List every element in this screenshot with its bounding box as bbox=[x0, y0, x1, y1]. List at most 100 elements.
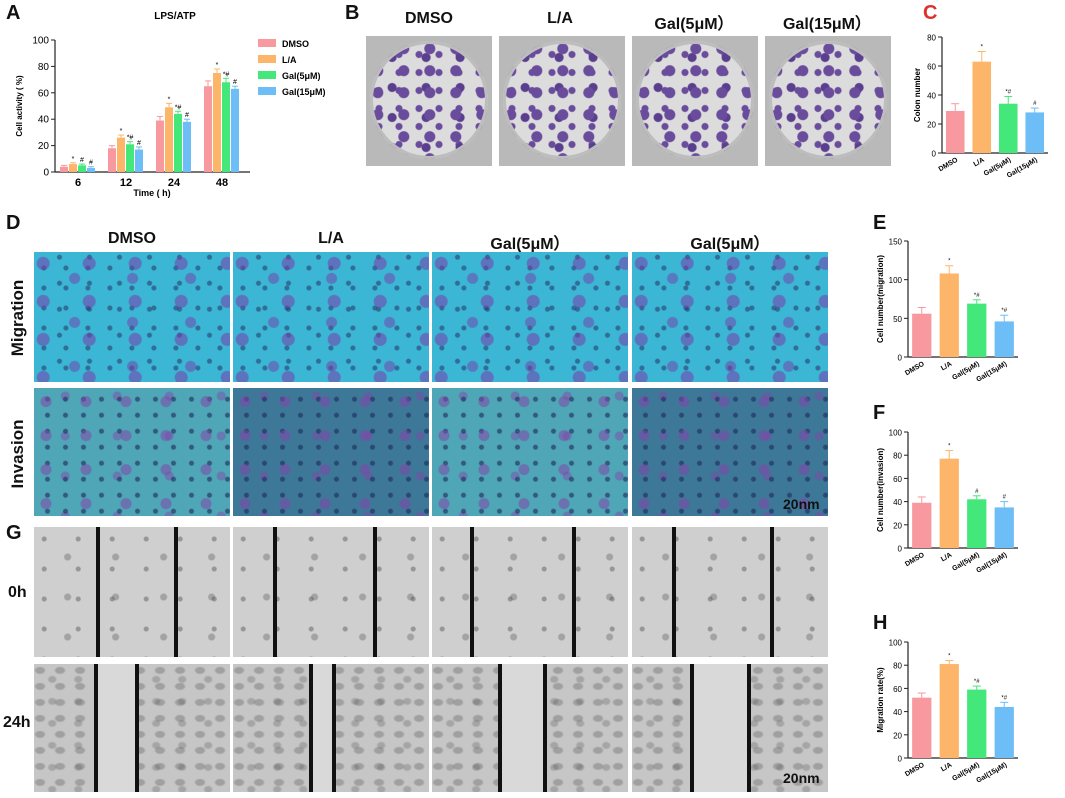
bar bbox=[994, 507, 1014, 548]
x-tick-label: 24 bbox=[168, 177, 181, 189]
x-tick-label: DMSO bbox=[938, 156, 960, 173]
colony-image-gal15 bbox=[765, 36, 891, 166]
y-tick-label: 80 bbox=[893, 452, 902, 461]
x-tick-label: Gal(15μM) bbox=[975, 552, 1008, 575]
legend-swatch bbox=[258, 39, 276, 47]
y-tick-label: 60 bbox=[38, 88, 50, 99]
significance-mark: * bbox=[948, 444, 951, 450]
bar bbox=[60, 166, 68, 172]
x-tick-label: L/A bbox=[972, 157, 985, 169]
y-axis-label: Migration rate(%) bbox=[876, 667, 885, 733]
scratch-line bbox=[273, 527, 277, 657]
legend-label: DMSO bbox=[282, 39, 309, 49]
chart-e: 0 50 100 150 Cell number(migration) DMSO * L/A *… bbox=[876, 238, 1018, 384]
y-tick-label: 80 bbox=[893, 662, 902, 671]
y-tick-label: 60 bbox=[927, 63, 936, 72]
y-tick-label: 150 bbox=[889, 238, 903, 247]
wound-0h-image-la bbox=[233, 527, 429, 657]
wound-gap bbox=[311, 664, 333, 792]
x-tick-label: DMSO bbox=[904, 761, 926, 778]
migration-image-la bbox=[233, 252, 429, 382]
bar bbox=[213, 73, 221, 172]
colony-dish bbox=[636, 41, 754, 159]
significance-mark: * bbox=[72, 156, 75, 163]
panel-letter-a: A bbox=[6, 2, 21, 24]
y-tick-label: 80 bbox=[38, 62, 50, 73]
y-axis-label: Cell number(invasion) bbox=[876, 448, 885, 532]
scratch-line bbox=[373, 527, 377, 657]
scratch-line bbox=[572, 527, 576, 657]
bar bbox=[939, 458, 959, 548]
wound-0h-image-gal5 bbox=[432, 527, 628, 657]
colony-dish bbox=[503, 41, 621, 159]
y-tick-label: 20 bbox=[893, 521, 902, 530]
migration-image-gal5 bbox=[432, 252, 628, 382]
scratch-line bbox=[672, 527, 676, 657]
bar bbox=[945, 110, 965, 153]
bar bbox=[69, 164, 77, 172]
chart-f: 0 20 40 60 80 100 Cell number(invasion) DMSO * L/… bbox=[876, 429, 1018, 575]
panel-letter-h: H bbox=[873, 612, 888, 634]
panel-letter-d: D bbox=[6, 212, 21, 234]
bar bbox=[939, 273, 959, 357]
panel-letter-b: B bbox=[345, 2, 360, 24]
bar bbox=[204, 86, 212, 172]
transwell-column-gal5: Gal(5μM） bbox=[490, 236, 570, 253]
significance-mark: *# bbox=[974, 293, 980, 299]
bar bbox=[912, 502, 932, 548]
scale-bar-label-g: 20nm bbox=[783, 770, 820, 786]
wound-gap bbox=[692, 664, 748, 792]
bar bbox=[994, 321, 1014, 357]
y-tick-label: 100 bbox=[889, 639, 903, 648]
colony-column-la: L/A bbox=[547, 10, 573, 27]
scratch-line bbox=[332, 664, 336, 792]
y-tick-label: 50 bbox=[893, 315, 902, 324]
scratch-line bbox=[690, 664, 694, 792]
significance-mark: # bbox=[1033, 101, 1037, 107]
significance-mark: * bbox=[981, 45, 984, 51]
bar bbox=[165, 107, 173, 172]
significance-mark: # bbox=[233, 79, 237, 86]
legend-label: Gal(15μM) bbox=[282, 87, 326, 97]
significance-mark: * bbox=[948, 654, 951, 660]
colony-dish bbox=[370, 41, 488, 159]
panel-letter-f: F bbox=[873, 402, 886, 424]
significance-mark: # bbox=[975, 489, 979, 495]
significance-mark: *# bbox=[1001, 308, 1007, 314]
scratch-line bbox=[770, 527, 774, 657]
significance-mark: *# bbox=[1001, 695, 1007, 701]
colony-image-dmso bbox=[366, 36, 492, 166]
x-tick-label: DMSO bbox=[904, 551, 926, 568]
transwell-column-la: L/A bbox=[318, 230, 344, 247]
x-tick-label: 48 bbox=[216, 177, 228, 189]
significance-mark: # bbox=[89, 160, 93, 167]
migration-image-dmso bbox=[34, 252, 230, 382]
scale-bar-label-d: 20nm bbox=[783, 496, 820, 512]
bar bbox=[126, 144, 134, 172]
wound-24h-image-gal5 bbox=[432, 664, 628, 792]
y-axis-label: Colon number bbox=[913, 68, 922, 122]
bar bbox=[117, 137, 125, 172]
scratch-line bbox=[135, 664, 139, 792]
y-tick-label: 0 bbox=[932, 150, 937, 159]
x-tick-label: L/A bbox=[940, 762, 953, 774]
invasion-image-gal5 bbox=[432, 388, 628, 516]
x-tick-label: 6 bbox=[75, 177, 81, 189]
bar bbox=[1025, 112, 1045, 153]
y-tick-label: 80 bbox=[927, 34, 936, 43]
bar bbox=[994, 706, 1014, 758]
bar bbox=[939, 664, 959, 758]
significance-mark: # bbox=[137, 140, 141, 147]
significance-mark: * bbox=[168, 96, 171, 103]
bar bbox=[222, 82, 230, 172]
colony-image-la bbox=[499, 36, 625, 166]
y-tick-label: 0 bbox=[43, 168, 49, 179]
y-tick-label: 0 bbox=[898, 545, 903, 554]
bar bbox=[135, 149, 143, 172]
scratch-line bbox=[747, 664, 751, 792]
panel-letter-g: G bbox=[6, 522, 22, 544]
chart-h: 0 20 40 60 80 100 Migration rate(%) DMSO * L/A *# G… bbox=[876, 639, 1018, 785]
significance-mark: *# bbox=[974, 679, 980, 685]
bar bbox=[183, 121, 191, 172]
bar bbox=[967, 303, 987, 357]
